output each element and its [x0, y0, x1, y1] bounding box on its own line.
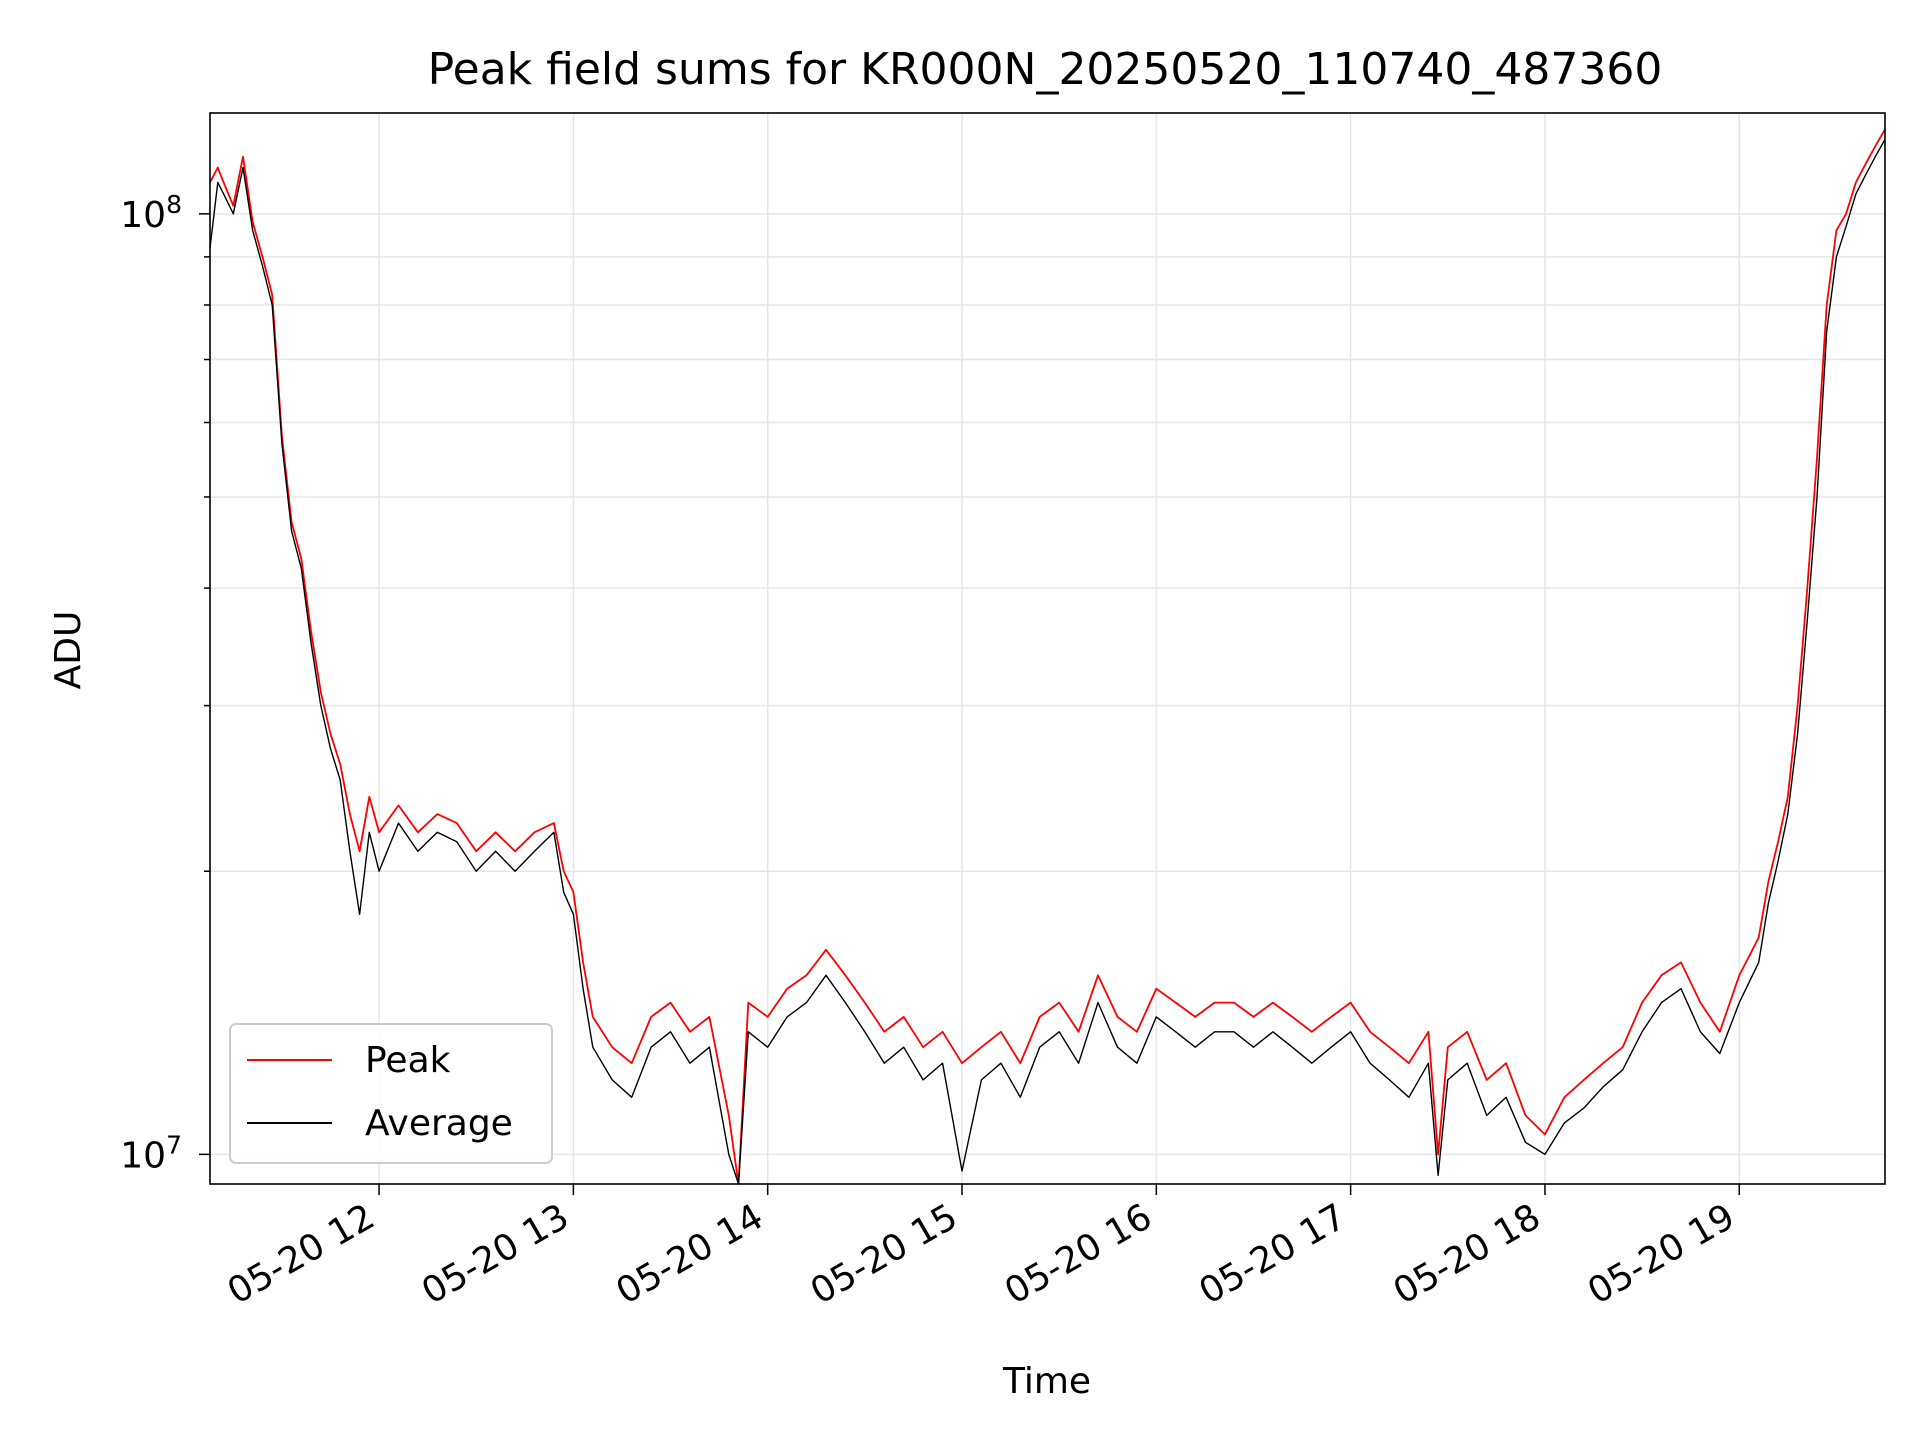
- plot-frame: [209, 112, 1886, 1185]
- grid: [210, 113, 1885, 1184]
- series-line-average: [209, 139, 1886, 1185]
- legend: Peak Average: [229, 1023, 553, 1164]
- legend-box: [229, 1023, 553, 1164]
- legend-label-average: Average: [365, 1103, 513, 1144]
- x-tick-label: 05-20 18: [1387, 1196, 1548, 1312]
- legend-label-peak: Peak: [365, 1040, 451, 1081]
- series-line-peak: [209, 128, 1886, 1185]
- x-tick-label: 05-20 16: [998, 1196, 1159, 1312]
- x-tick-label: 05-20 17: [1192, 1196, 1353, 1312]
- x-tick-label: 05-20 15: [804, 1196, 965, 1312]
- y-axis-label: ADU: [48, 611, 89, 690]
- x-axis-label: Time: [1002, 1361, 1091, 1402]
- chart-title: Peak field sums for KR000N_20250520_1107…: [428, 44, 1663, 95]
- x-tick-label: 05-20 14: [610, 1196, 771, 1312]
- x-tick-label: 05-20 13: [415, 1196, 576, 1312]
- series-group: [209, 128, 1886, 1185]
- y-tick-label: 107: [120, 1130, 182, 1176]
- x-tick-label: 05-20 19: [1581, 1196, 1742, 1312]
- x-tick-label: 05-20 12: [221, 1196, 382, 1312]
- y-tick-label: 108: [120, 190, 182, 236]
